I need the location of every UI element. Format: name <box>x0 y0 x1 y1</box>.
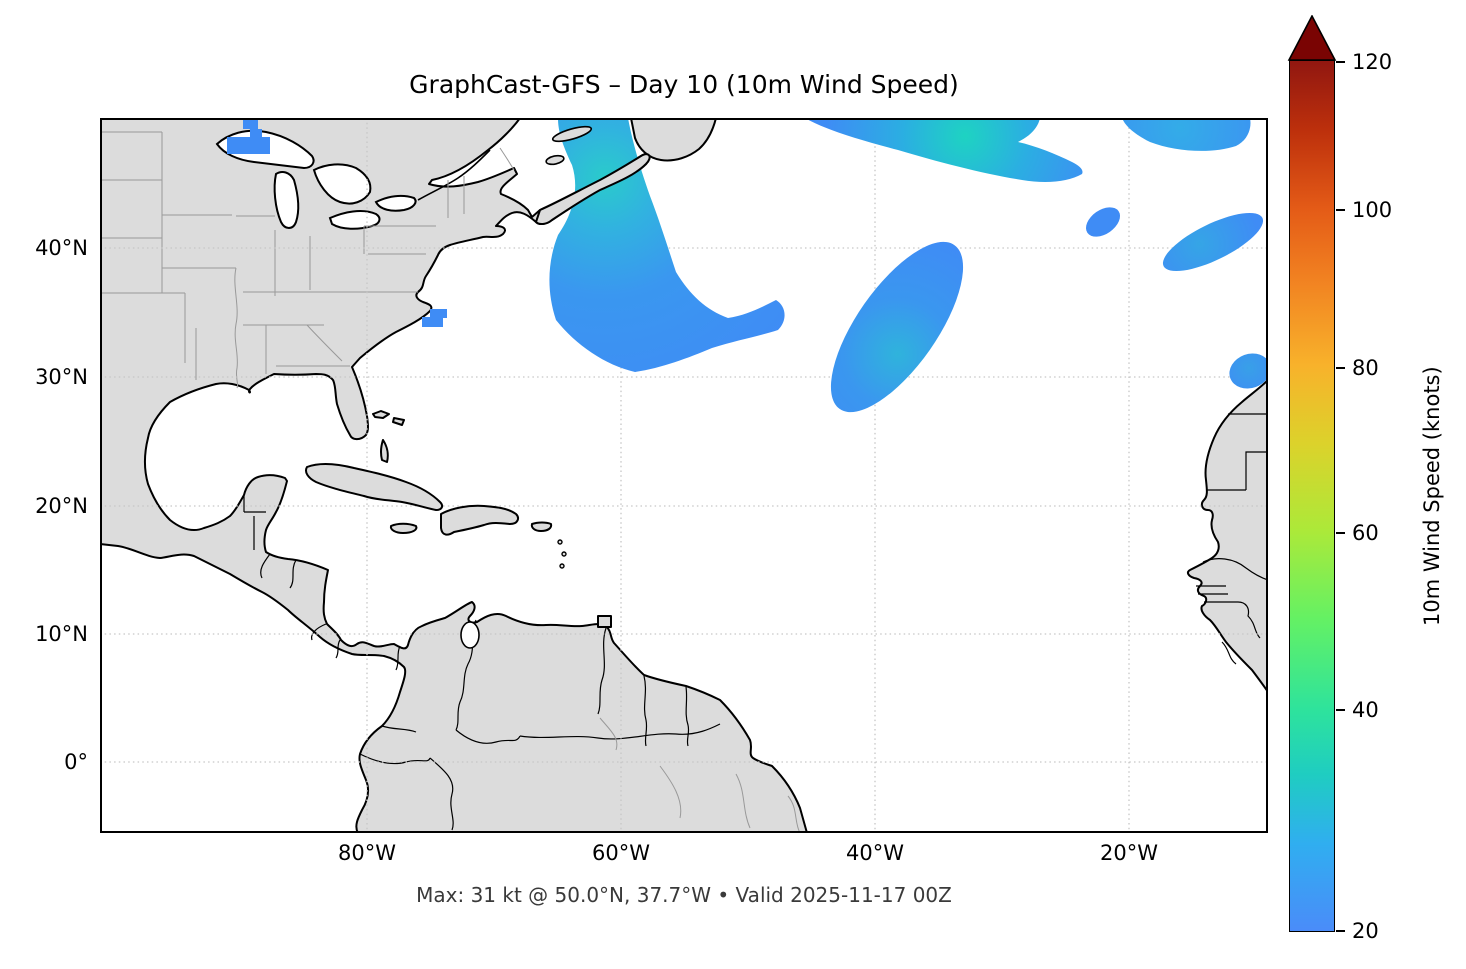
lesser-antilles <box>557 539 567 569</box>
wind-blob-central-band <box>830 241 964 413</box>
nova-scotia-peninsula <box>535 153 651 226</box>
wind-blob-ne-corner <box>1122 118 1251 151</box>
wind-specks-lake-superior <box>227 120 270 154</box>
africa-borders <box>1196 413 1268 665</box>
colorbar-label-20: 20 <box>1352 919 1379 943</box>
xtick-20w: 20°W <box>1100 841 1158 865</box>
ytick-30n: 30°N <box>35 365 88 389</box>
colorbar-tick <box>1336 61 1345 63</box>
ytick-40n: 40°N <box>35 236 88 260</box>
hispaniola <box>440 504 519 536</box>
prince-edward-island <box>545 154 565 166</box>
wind-blob-small-oval <box>1085 207 1121 237</box>
max-annotation: Max: 31 kt @ 50.0°N, 37.7°W • Valid 2025… <box>416 883 952 907</box>
americas-landmass <box>100 118 808 833</box>
colorbar-label-120: 120 <box>1352 50 1393 74</box>
wind-blob-off-morocco <box>1229 353 1268 389</box>
colorbar-label-100: 100 <box>1352 198 1393 222</box>
colorbar-axis-label: 10m Wind Speed (knots) <box>1420 366 1444 626</box>
ytick-20n: 20°N <box>35 494 88 518</box>
state-borders <box>100 131 515 389</box>
great-lakes <box>215 129 417 230</box>
colorbar-label-80: 80 <box>1352 356 1379 380</box>
wind-blob-east-band <box>1162 212 1264 272</box>
st-lawrence-river <box>417 149 491 201</box>
map-canvas <box>100 118 1268 833</box>
axes-frame <box>100 118 1268 833</box>
colorbar-tick <box>1336 930 1345 932</box>
lake-maracaibo <box>460 621 480 649</box>
colorbar-tick <box>1336 532 1345 534</box>
bahamas <box>372 410 405 463</box>
ytick-0: 0° <box>64 750 88 774</box>
colorbar-label-60: 60 <box>1352 521 1379 545</box>
caribbean-islands <box>305 410 612 628</box>
colorbar <box>1289 60 1335 932</box>
wind-blob-max-band <box>805 118 1083 182</box>
colorbar-tick <box>1336 367 1345 369</box>
map-axes <box>100 118 1268 833</box>
colorbar-label-40: 40 <box>1352 698 1379 722</box>
rivers <box>599 717 801 833</box>
trinidad <box>597 615 612 628</box>
xtick-60w: 60°W <box>592 841 650 865</box>
cuba <box>305 463 444 511</box>
colorbar-tick <box>1336 709 1345 711</box>
xtick-40w: 40°W <box>846 841 904 865</box>
wind-speck-off-carolinas <box>422 309 447 327</box>
central-america-borders <box>243 496 401 671</box>
figure-title: GraphCast-GFS – Day 10 (10m Wind Speed) <box>409 70 959 99</box>
colorbar-tick <box>1336 209 1345 211</box>
newfoundland-island <box>630 118 717 162</box>
puerto-rico <box>530 521 553 532</box>
jamaica <box>389 522 418 534</box>
colorbar-extend-arrow <box>1287 15 1337 61</box>
xtick-80w: 80°W <box>338 841 396 865</box>
anticosti-island <box>551 125 593 143</box>
ytick-10n: 10°N <box>35 622 88 646</box>
